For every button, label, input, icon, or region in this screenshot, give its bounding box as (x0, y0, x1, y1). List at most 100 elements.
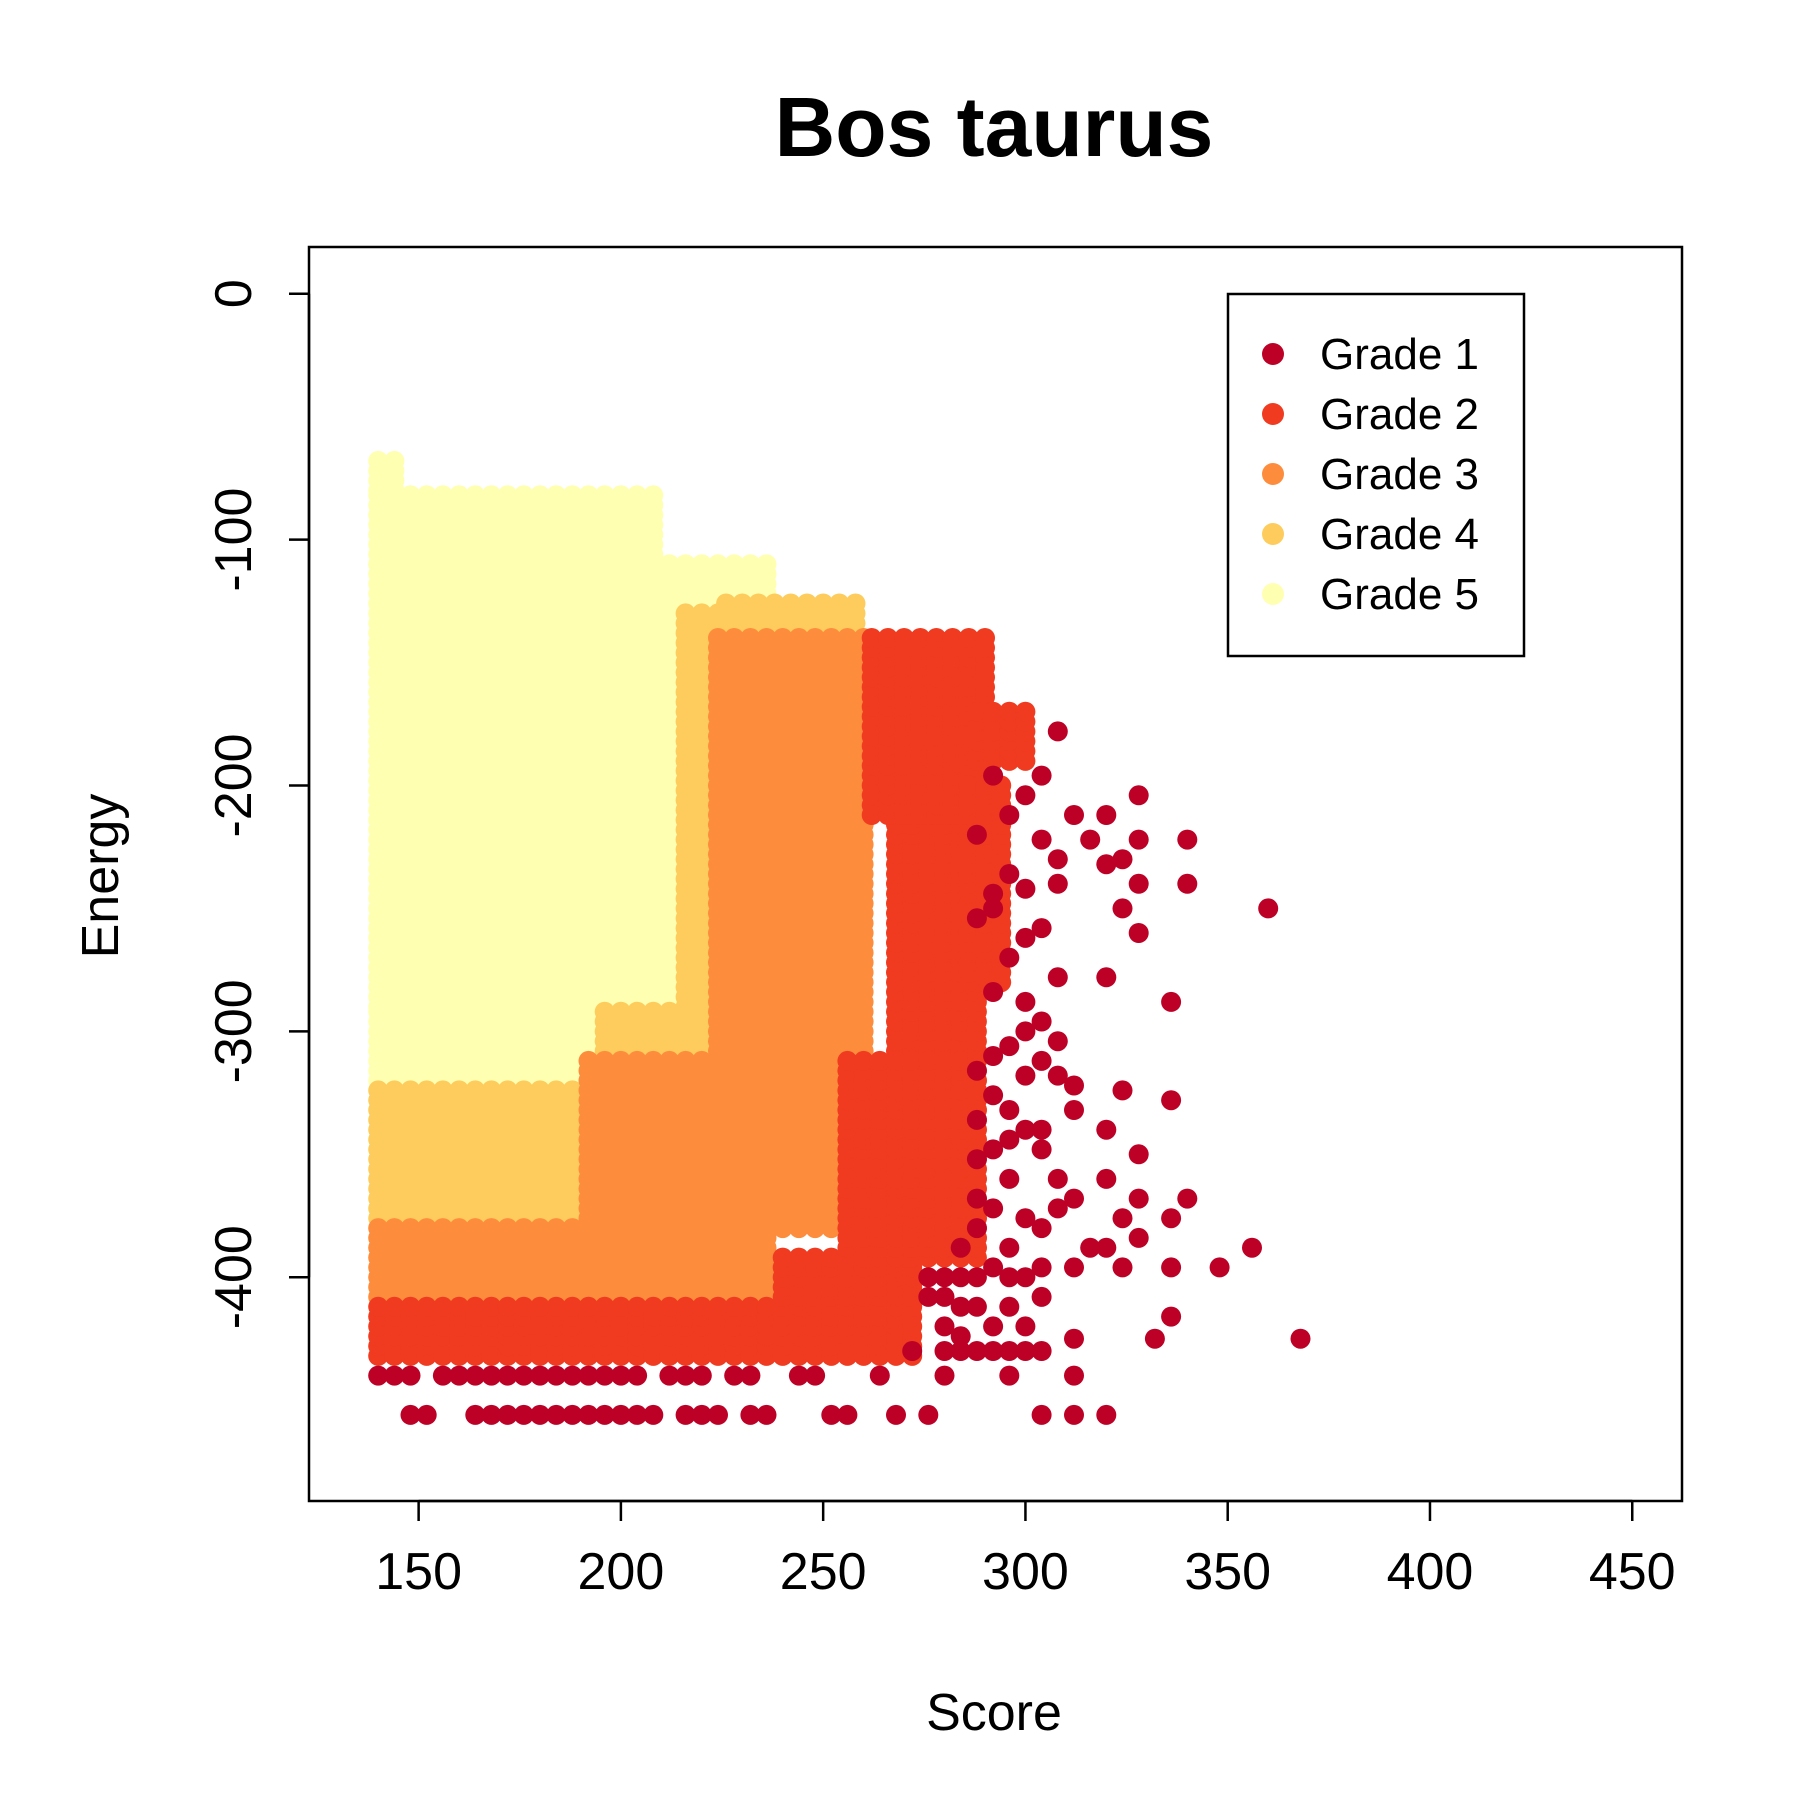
data-point (497, 1080, 518, 1101)
data-point (627, 1001, 648, 1022)
data-point (1128, 873, 1149, 894)
data-point (966, 1149, 987, 1170)
data-point (966, 1267, 987, 1288)
data-point (497, 485, 518, 506)
data-point (724, 1365, 745, 1386)
data-point (934, 1286, 955, 1307)
data-point (1064, 1188, 1084, 1209)
data-point (643, 1050, 664, 1071)
data-point (740, 1404, 761, 1425)
legend-label: Grade 3 (1320, 450, 1479, 499)
data-point (546, 485, 567, 506)
data-point (975, 628, 995, 648)
data-point (659, 1296, 680, 1317)
data-point (610, 1001, 631, 1022)
data-point (845, 593, 866, 614)
data-point (1031, 1257, 1052, 1278)
data-point (1031, 1139, 1052, 1160)
data-point (368, 1365, 389, 1386)
data-point (530, 1218, 550, 1239)
data-point (594, 1296, 615, 1317)
data-point (546, 1218, 567, 1239)
data-point (999, 947, 1020, 968)
data-point (546, 1080, 567, 1101)
data-point (1096, 1168, 1117, 1189)
legend-item: Grade 2 (1262, 390, 1479, 439)
data-point (513, 1218, 534, 1239)
data-point (934, 1365, 955, 1386)
data-point (627, 485, 648, 506)
data-point (966, 1218, 987, 1239)
data-point (708, 1296, 728, 1317)
data-point (594, 1050, 615, 1071)
data-point (918, 1286, 939, 1307)
data-point (740, 1296, 761, 1317)
data-point (1258, 898, 1279, 919)
data-point (966, 701, 987, 722)
data-point (416, 1080, 437, 1101)
data-point (1047, 1031, 1068, 1052)
data-point (497, 1218, 518, 1239)
data-point (756, 554, 777, 575)
data-point (958, 775, 979, 796)
data-point (934, 1267, 955, 1288)
x-tick-label: 250 (780, 1543, 867, 1601)
data-point (950, 1296, 971, 1317)
data-point (950, 1237, 971, 1258)
data-point (926, 628, 947, 648)
data-point (886, 1404, 906, 1425)
data-point (465, 1296, 486, 1317)
data-point (999, 864, 1020, 884)
data-point (384, 1365, 405, 1386)
data-point (772, 628, 793, 648)
data-point (708, 628, 728, 648)
legend-label: Grade 5 (1320, 570, 1479, 619)
data-point (918, 1050, 939, 1071)
x-axis: 150 200 250 300 350 400 450 (375, 1499, 1676, 1601)
y-tick-label: -200 (205, 733, 263, 837)
x-tick-label: 400 (1387, 1543, 1474, 1601)
data-point (400, 1404, 421, 1425)
data-point (659, 1050, 680, 1071)
data-point (805, 1365, 826, 1386)
data-point (643, 485, 664, 506)
data-point (1112, 849, 1133, 870)
data-point (869, 1365, 890, 1386)
data-point (966, 908, 987, 929)
data-point (934, 1050, 955, 1071)
data-point (1161, 991, 1182, 1012)
data-point (1096, 1119, 1117, 1140)
data-point (562, 1404, 583, 1425)
data-point (1064, 1328, 1084, 1349)
data-point (691, 603, 712, 624)
data-point (999, 805, 1020, 825)
data-point (1064, 1404, 1084, 1425)
data-point (724, 554, 745, 575)
data-point (1080, 1237, 1101, 1258)
data-point (449, 1218, 470, 1239)
data-point (1290, 1328, 1311, 1349)
data-point (983, 765, 1004, 786)
data-point (400, 1365, 421, 1386)
data-point (465, 1365, 486, 1386)
data-point (368, 1296, 389, 1317)
data-point (1177, 1188, 1198, 1209)
data-point (546, 1296, 567, 1317)
data-point (368, 1080, 389, 1101)
data-point (861, 628, 882, 648)
data-point (562, 1365, 583, 1386)
data-point (983, 1341, 1004, 1361)
data-point (1031, 1011, 1052, 1032)
chart-title: Bos taurus (775, 80, 1214, 174)
data-point (983, 1257, 1004, 1278)
data-point (1031, 829, 1052, 850)
data-point (983, 701, 1004, 722)
data-point (449, 1080, 470, 1101)
data-point (1242, 1237, 1262, 1258)
data-point (1096, 967, 1117, 988)
x-tick-label: 450 (1589, 1543, 1676, 1601)
data-point (813, 652, 834, 673)
data-point (1161, 1306, 1182, 1327)
data-point (756, 628, 777, 648)
data-point (400, 1218, 421, 1239)
